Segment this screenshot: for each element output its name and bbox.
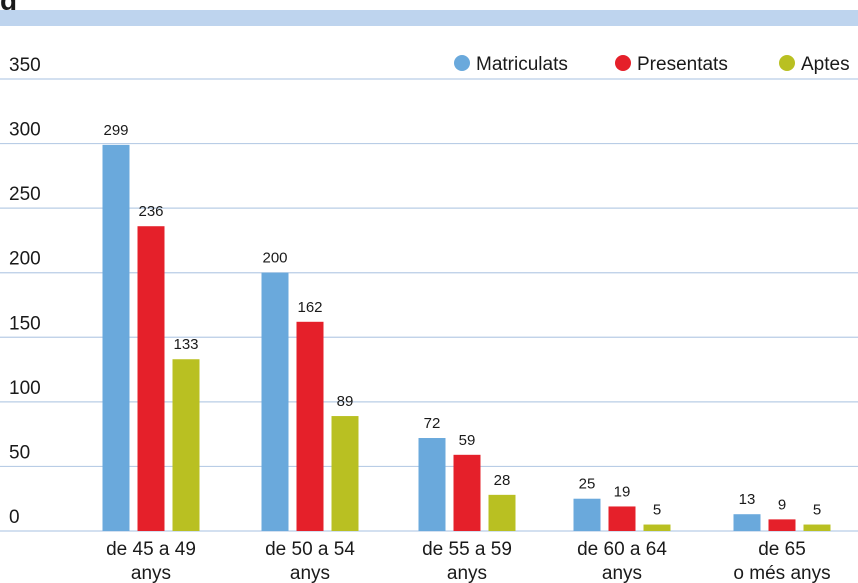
y-axis: 0 50 100 150 200 250 300 350: [9, 55, 41, 528]
data-label: 162: [297, 299, 322, 316]
data-label: 5: [813, 502, 821, 519]
x-tick-label: de 55 a 59: [422, 539, 512, 560]
y-tick-label: 100: [9, 378, 41, 399]
bar-presentats-1: [296, 321, 324, 531]
bar-aptes-1: [331, 416, 359, 531]
bar-presentats-2: [453, 454, 481, 531]
title-band: [0, 10, 858, 26]
bar-presentats-4: [768, 519, 796, 531]
y-tick-label: 50: [9, 442, 30, 463]
title-strip: g: [0, 0, 858, 28]
bar-matriculats-2: [418, 438, 446, 531]
data-label: 19: [614, 483, 631, 500]
data-label: 9: [778, 496, 786, 513]
y-tick-label: 350: [9, 55, 41, 76]
data-label: 236: [138, 203, 163, 220]
x-tick-label: de 45 a 49: [106, 539, 196, 560]
legend-swatch-presentats: [615, 55, 631, 71]
data-label: 25: [579, 476, 596, 493]
data-label: 299: [103, 122, 128, 139]
legend-label-presentats: Presentats: [637, 54, 728, 75]
legend-swatch-matriculats: [454, 55, 470, 71]
legend-label-aptes: Aptes: [801, 54, 850, 75]
bar-aptes-2: [488, 494, 516, 531]
data-label: 28: [494, 472, 511, 489]
data-label: 59: [459, 432, 476, 449]
bar-aptes-4: [803, 524, 831, 531]
x-tick-label: anys: [290, 563, 330, 583]
data-label: 13: [739, 491, 756, 508]
y-tick-label: 150: [9, 313, 41, 334]
x-tick-label: anys: [131, 563, 171, 583]
legend-label-matriculats: Matriculats: [476, 54, 568, 75]
bar-presentats-3: [608, 506, 636, 531]
x-tick-label: de 65: [758, 539, 806, 560]
x-tick-label: de 60 a 64: [577, 539, 667, 560]
x-tick-label: anys: [447, 563, 487, 583]
y-tick-label: 0: [9, 507, 20, 528]
y-tick-label: 250: [9, 184, 41, 205]
x-axis: de 45 a 49 anys de 50 a 54 anys de 55 a 59 an…: [106, 539, 830, 583]
bars: [102, 144, 831, 532]
bar-aptes-0: [172, 359, 200, 531]
data-label: 200: [262, 250, 287, 267]
data-label: 5: [653, 502, 661, 519]
bar-matriculats-1: [261, 272, 289, 531]
y-tick-label: 300: [9, 120, 41, 141]
bar-presentats-0: [137, 226, 165, 532]
x-tick-label: anys: [602, 563, 642, 583]
data-label: 72: [424, 415, 441, 432]
x-tick-label: de 50 a 54: [265, 539, 355, 560]
bar-aptes-3: [643, 524, 671, 531]
bar-matriculats-0: [102, 144, 130, 531]
legend: Matriculats Presentats Aptes: [454, 54, 850, 75]
data-label: 133: [173, 336, 198, 353]
data-labels: 299 236 133 200 162 89 72 59 28 25 19 5 13 9 5: [103, 122, 821, 519]
bar-matriculats-4: [733, 514, 761, 531]
data-label: 89: [337, 393, 354, 410]
x-tick-label: o més anys: [733, 563, 830, 583]
legend-swatch-aptes: [779, 55, 795, 71]
bar-matriculats-3: [573, 498, 601, 531]
y-tick-label: 200: [9, 249, 41, 270]
